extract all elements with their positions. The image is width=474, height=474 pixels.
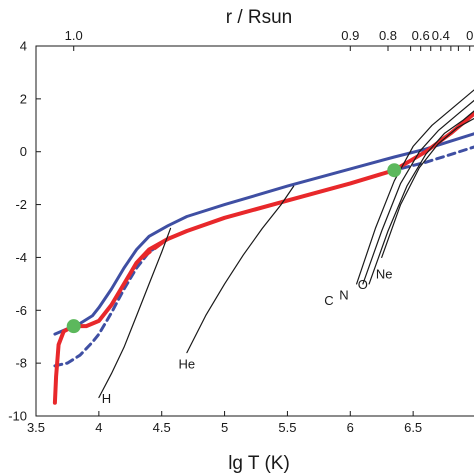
top-tick-label: 0 <box>466 28 473 43</box>
y-tick-label: -8 <box>15 356 27 371</box>
y-tick-label: 2 <box>20 91 27 106</box>
x-tick-label: 5 <box>221 420 228 435</box>
y-tick-label: 0 <box>20 144 27 159</box>
curve-label-o: O <box>358 277 368 292</box>
y-tick-label: -2 <box>15 197 27 212</box>
plot-curves <box>52 89 474 405</box>
top-tick-label: 1.0 <box>65 28 83 43</box>
x-tick-label: 4.5 <box>153 420 171 435</box>
top-tick-label: 0.4 <box>432 28 450 43</box>
x-axis-title: lg T (K) <box>228 453 290 474</box>
y-tick-label: 4 <box>20 39 27 54</box>
x-tick-label: 4 <box>95 420 102 435</box>
top-axis-title: r / Rsun <box>226 7 293 28</box>
curve-label-h: H <box>102 391 111 406</box>
top-axis-ticks: 1.0 0.9 0.8 0.6 0.4 0 <box>65 28 473 51</box>
curve-label-c: C <box>324 293 333 308</box>
x-tick-label: 3.5 <box>27 420 45 435</box>
y-axis-ticks: -10 -8 -6 -4 -2 0 2 4 <box>8 39 41 424</box>
series-black-thin-he-line <box>186 185 295 354</box>
curve-label-he: He <box>179 356 196 371</box>
series-black-thin-h-line <box>98 227 172 399</box>
y-tick-label: -4 <box>15 250 27 265</box>
series-blue-solid-line <box>53 132 474 336</box>
plot-markers <box>66 163 402 334</box>
top-tick-label: 0.8 <box>379 28 397 43</box>
series-black-thin-o-line <box>368 110 474 285</box>
x-tick-label: 6 <box>347 420 354 435</box>
top-tick-label: 0.6 <box>412 28 430 43</box>
series-red-dashed-line <box>141 168 396 259</box>
series-black-thin-ne-line <box>381 117 474 258</box>
curve-label-ne: Ne <box>376 267 393 282</box>
curve-labels: H He C NO Ne <box>102 267 393 406</box>
plot-frame <box>35 45 474 417</box>
y-tick-label: -10 <box>8 409 27 424</box>
series-black-thin-n-line <box>362 99 474 285</box>
marker-point-1 <box>66 319 81 334</box>
marker-point-2 <box>387 163 402 178</box>
x-tick-label: 5.5 <box>278 420 296 435</box>
x-axis-ticks: 3.5 4 4.5 5 5.5 6 6.5 <box>27 411 422 435</box>
top-tick-label: 0.9 <box>341 28 359 43</box>
series-black-thin-c-line <box>356 89 474 285</box>
x-tick-label: 6.5 <box>404 420 422 435</box>
curve-label-n: N <box>339 288 348 303</box>
y-tick-label: -6 <box>15 303 27 318</box>
